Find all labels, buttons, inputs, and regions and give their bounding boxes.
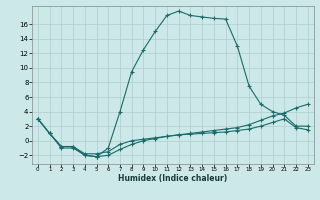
X-axis label: Humidex (Indice chaleur): Humidex (Indice chaleur) bbox=[118, 174, 228, 183]
